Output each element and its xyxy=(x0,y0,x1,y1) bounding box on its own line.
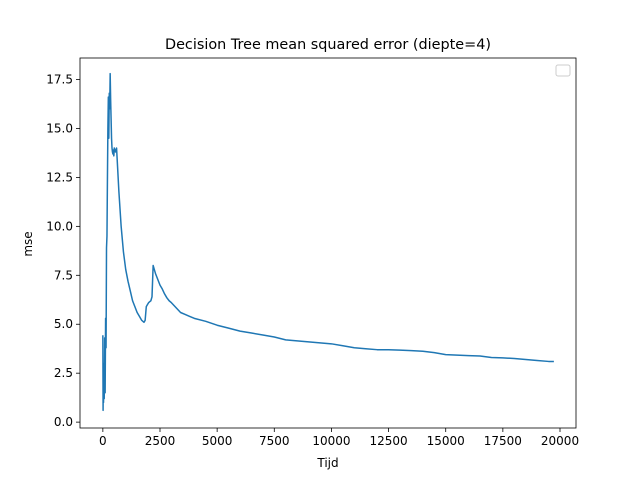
y-tick-label: 0.0 xyxy=(54,415,73,429)
x-tick-label: 5000 xyxy=(202,434,233,448)
x-tick-label: 20000 xyxy=(541,434,579,448)
y-tick-label: 12.5 xyxy=(46,170,73,184)
plot-area xyxy=(79,57,577,429)
y-axis-label: mse xyxy=(21,231,35,256)
axes-frame xyxy=(79,57,577,429)
y-tick-label: 5.0 xyxy=(54,317,73,331)
x-tick-label: 17500 xyxy=(484,434,522,448)
series-layer xyxy=(102,72,554,412)
x-tick-label: 0 xyxy=(99,434,107,448)
y-tick-label: 15.0 xyxy=(46,121,73,135)
y-tick-label: 17.5 xyxy=(46,73,73,87)
y-axis-ticks: 0.0 2.5 5.0 7.5 10.0 12.5 15.0 17.5 xyxy=(46,73,80,429)
legend-box xyxy=(555,64,571,77)
y-tick-label: 10.0 xyxy=(46,219,73,233)
y-tick-label: 2.5 xyxy=(54,366,73,380)
x-axis-label: Tijd xyxy=(316,456,338,470)
x-tick-label: 2500 xyxy=(145,434,176,448)
mse-series-line xyxy=(102,72,554,412)
x-tick-label: 7500 xyxy=(259,434,290,448)
x-axis-ticks: 0 2500 5000 7500 10000 12500 15000 17500 20000 xyxy=(99,428,579,448)
x-tick-label: 10000 xyxy=(312,434,350,448)
x-tick-label: 15000 xyxy=(427,434,465,448)
chart-title: Decision Tree mean squared error (diepte… xyxy=(165,37,491,53)
x-tick-label: 12500 xyxy=(369,434,407,448)
y-tick-label: 7.5 xyxy=(54,268,73,282)
